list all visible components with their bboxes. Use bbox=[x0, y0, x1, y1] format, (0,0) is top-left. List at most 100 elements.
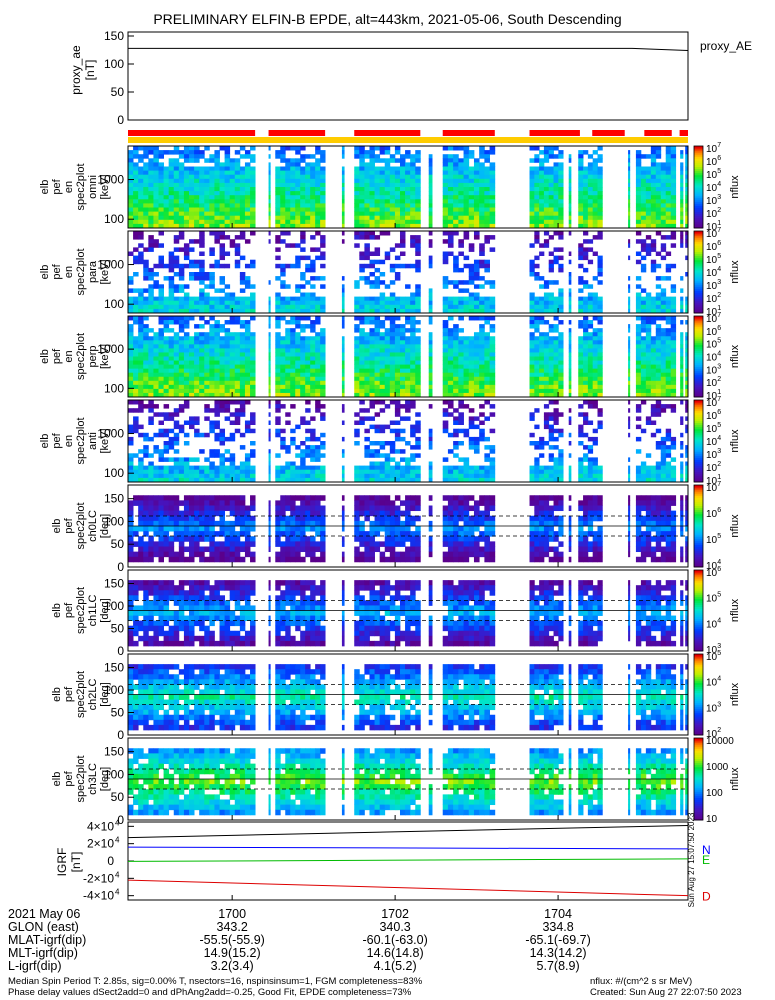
spectrogram-cell bbox=[568, 380, 572, 386]
spectrogram-cell bbox=[354, 372, 360, 378]
spectrogram-cell bbox=[280, 465, 286, 471]
spectrogram-cell bbox=[473, 215, 480, 221]
spectrogram-cell bbox=[384, 461, 391, 466]
spectrogram-cell bbox=[453, 364, 459, 370]
spectrogram-cell bbox=[415, 392, 421, 398]
spectrogram-cell bbox=[143, 195, 149, 200]
spectrogram-cell bbox=[173, 461, 180, 466]
spectrogram-cell bbox=[189, 477, 195, 483]
spectrogram-cell bbox=[628, 328, 631, 333]
spectrogram-cell bbox=[394, 428, 401, 434]
spectrogram-cell bbox=[234, 408, 241, 413]
spectrogram-ylabel-line: [keV] bbox=[99, 259, 111, 284]
spectrogram-cell bbox=[153, 195, 159, 200]
spectrogram-cell bbox=[173, 412, 180, 417]
spectrogram-cell bbox=[290, 263, 296, 269]
spectrogram-cell bbox=[359, 368, 365, 374]
spectrogram-cell bbox=[143, 477, 149, 483]
spectrogram-cell bbox=[473, 174, 480, 180]
spectrogram-cell bbox=[597, 304, 603, 310]
spectrogram-cell bbox=[568, 304, 572, 310]
spectrogram-cell bbox=[670, 368, 677, 374]
spectrogram-cell bbox=[405, 154, 411, 159]
spectrogram-cell bbox=[168, 284, 175, 289]
spectrogram-cell bbox=[153, 376, 159, 382]
spectrogram-cell bbox=[280, 360, 286, 365]
spectrogram-cell bbox=[153, 348, 159, 353]
spectrogram-cell bbox=[183, 388, 190, 394]
spectrogram-cell bbox=[250, 146, 256, 151]
spectrogram-cell bbox=[399, 473, 406, 479]
spectrogram-cell bbox=[310, 465, 316, 471]
spectrogram-cell bbox=[189, 182, 195, 188]
spectrogram-cell bbox=[655, 380, 662, 386]
spectrogram-cell bbox=[148, 340, 154, 345]
spectrogram-cell bbox=[234, 376, 241, 382]
spectrogram-cell bbox=[138, 465, 144, 471]
spectrogram-cell bbox=[548, 174, 554, 180]
spectrogram-cell bbox=[173, 384, 180, 390]
spectrogram-cell bbox=[189, 239, 195, 244]
science-zone-bar bbox=[529, 130, 580, 136]
spectrogram-cell bbox=[295, 364, 301, 370]
spectrogram-cell bbox=[543, 191, 550, 196]
spectrogram-cell bbox=[224, 211, 231, 217]
spectrogram-cell bbox=[138, 469, 144, 475]
spectrogram-cell bbox=[250, 352, 256, 357]
spectrogram-cell bbox=[442, 211, 449, 217]
spectrogram-cell bbox=[680, 239, 684, 244]
spectrogram-cell bbox=[268, 304, 271, 310]
spectrogram-cell bbox=[468, 280, 475, 285]
spectrogram-cell bbox=[384, 380, 391, 386]
spectrogram-cell bbox=[250, 308, 256, 314]
spectrogram-cell bbox=[680, 356, 684, 361]
spectrogram-cell bbox=[635, 150, 642, 155]
spectrogram-cell bbox=[685, 211, 689, 217]
spectrogram-cell bbox=[320, 364, 326, 370]
spectrogram-cell bbox=[310, 336, 316, 341]
spectrogram-cell bbox=[548, 207, 554, 212]
spectrogram-cell bbox=[529, 174, 535, 180]
spectrogram-cell bbox=[315, 340, 321, 345]
spectrogram-cell bbox=[359, 158, 365, 163]
spectrogram-cell bbox=[138, 408, 144, 413]
spectrogram-cell bbox=[128, 352, 134, 357]
spectrogram-cell bbox=[305, 187, 311, 192]
colorbar-cell bbox=[694, 320, 703, 323]
spectrogram-cell bbox=[280, 166, 286, 171]
spectrogram-cell bbox=[394, 364, 401, 370]
spectrogram-cell bbox=[173, 203, 180, 208]
spectrogram-cell bbox=[587, 336, 594, 341]
spectrogram-cell bbox=[479, 150, 485, 155]
spectrogram-cell bbox=[539, 162, 545, 167]
spectrogram-cell bbox=[189, 187, 195, 192]
spectrogram-cell bbox=[399, 328, 406, 333]
spectrogram-cell bbox=[529, 352, 535, 357]
spectrogram-cell bbox=[315, 146, 321, 151]
spectrogram-cell bbox=[320, 187, 326, 192]
spectrogram-cell bbox=[489, 449, 496, 454]
spectrogram-cell bbox=[285, 284, 291, 289]
spectrogram-cell bbox=[670, 288, 677, 293]
spectrogram-cell bbox=[468, 272, 475, 277]
spectrogram-cell bbox=[484, 187, 490, 192]
spectrogram-cell bbox=[484, 376, 490, 382]
spectrogram-cell bbox=[374, 461, 381, 466]
spectrogram-cell bbox=[489, 356, 496, 361]
spectrogram-cell bbox=[189, 457, 195, 462]
spectrogram-cell bbox=[369, 404, 375, 409]
spectrogram-cell bbox=[428, 166, 433, 171]
spectrogram-cell bbox=[250, 316, 256, 321]
spectrogram-cell bbox=[539, 195, 545, 200]
colorbar-cell bbox=[694, 352, 703, 355]
spectrogram-cell bbox=[374, 247, 381, 252]
spectrogram-cell bbox=[364, 392, 370, 398]
spectrogram-cell bbox=[543, 372, 550, 378]
spectrogram-cell bbox=[529, 170, 535, 176]
spectrogram-cell bbox=[553, 170, 559, 176]
spectrogram-cell bbox=[468, 215, 475, 221]
spectrogram-cell bbox=[133, 336, 139, 341]
spectrogram-cell bbox=[543, 416, 550, 421]
spectrogram-cell bbox=[583, 376, 589, 382]
spectrogram-cell bbox=[369, 332, 375, 337]
